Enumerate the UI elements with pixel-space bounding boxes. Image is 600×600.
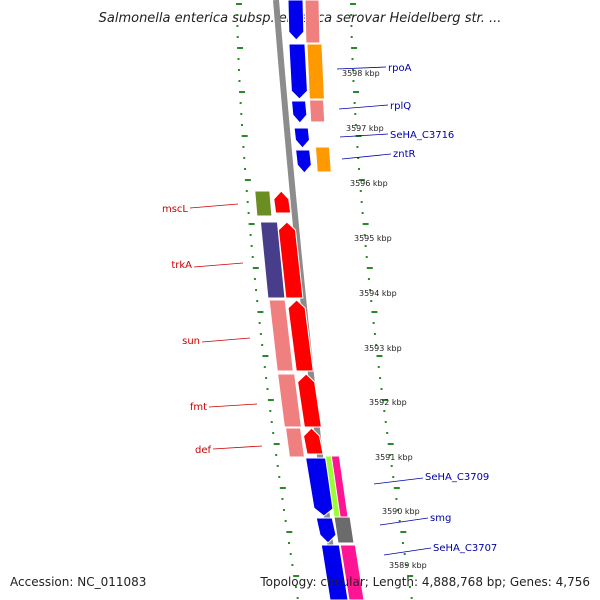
gene-label-smg[interactable]: smg — [430, 513, 451, 524]
gene-blue[interactable] — [315, 517, 337, 544]
gene-label-def[interactable]: def — [195, 445, 212, 456]
gene-label-trka[interactable]: trkA — [171, 260, 192, 271]
gene-blue[interactable] — [295, 149, 312, 174]
accession-label: Accession: NC_011083 — [10, 575, 146, 589]
gene-blue[interactable] — [320, 544, 349, 600]
gene-blue[interactable] — [305, 457, 335, 517]
gene-label-rpoa[interactable]: rpoA — [388, 63, 412, 74]
kbp-label: 3597 kbp — [346, 124, 384, 133]
topology-summary: Topology: circular; Length: 4,888,768 bp… — [259, 575, 590, 589]
gene-label-seha-c3716[interactable]: SeHA_C3716 — [390, 130, 454, 141]
kbp-label: 3596 kbp — [350, 179, 388, 188]
gene-magenta[interactable] — [339, 544, 365, 600]
tick-marks — [236, 3, 414, 599]
gene-red[interactable] — [302, 427, 324, 455]
gene-olive[interactable] — [254, 190, 273, 217]
gene-slate[interactable] — [259, 221, 286, 299]
gene-label-seha-c3707[interactable]: SeHA_C3707 — [433, 543, 497, 554]
gene-label-sun[interactable]: sun — [182, 336, 200, 347]
backbone-ring — [273, 0, 340, 600]
kbp-scale: 3598 kbp 3597 kbp 3596 kbp 3595 kbp 3594… — [342, 69, 427, 570]
gene-label-mscl[interactable]: mscL — [162, 204, 188, 215]
gene-label-fmt[interactable]: fmt — [190, 402, 207, 413]
gene-orange[interactable] — [306, 43, 325, 100]
gene-label-rplq[interactable]: rplQ — [390, 101, 411, 112]
gene-red[interactable] — [297, 373, 322, 428]
gene-pink[interactable] — [284, 427, 306, 458]
gene-orange[interactable] — [314, 146, 332, 173]
kbp-label: 3589 kbp — [389, 561, 427, 570]
kbp-label: 3594 kbp — [359, 289, 397, 298]
gene-gray[interactable] — [333, 516, 355, 544]
gene-pink[interactable] — [308, 99, 326, 123]
gene-blue[interactable] — [293, 127, 311, 149]
gene-features — [254, 0, 365, 600]
gene-pink[interactable] — [304, 0, 321, 44]
gene-blue[interactable] — [288, 43, 308, 100]
forward-gene-labels: rpoA rplQ SeHA_C3716 zntR SeHA_C3709 smg… — [336, 63, 497, 556]
gene-red[interactable] — [287, 299, 314, 372]
gene-red[interactable] — [273, 190, 292, 214]
kbp-label: 3592 kbp — [369, 398, 407, 407]
gene-pink[interactable] — [277, 373, 302, 428]
gene-label-zntr[interactable]: zntR — [393, 149, 416, 160]
gene-red[interactable] — [277, 221, 304, 299]
gene-label-seha-c3709[interactable]: SeHA_C3709 — [425, 472, 489, 483]
kbp-label: 3593 kbp — [364, 344, 402, 353]
kbp-label: 3591 kbp — [375, 453, 413, 462]
kbp-label: 3590 kbp — [382, 507, 420, 516]
reverse-gene-labels: mscL trkA sun fmt def — [162, 203, 263, 456]
gene-pink[interactable] — [268, 299, 294, 372]
gene-blue[interactable] — [290, 100, 308, 124]
gene-blue[interactable] — [287, 0, 305, 41]
kbp-label: 3598 kbp — [342, 69, 380, 78]
kbp-label: 3595 kbp — [354, 234, 392, 243]
